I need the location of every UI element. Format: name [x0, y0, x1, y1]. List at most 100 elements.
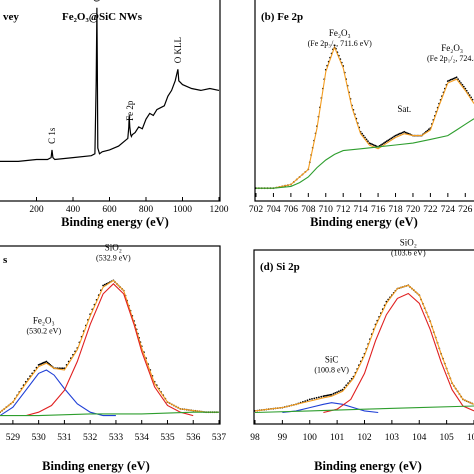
peak-label: O 1s: [92, 0, 102, 2]
series-layer: [0, 7, 220, 162]
x-tick-label: 535: [160, 433, 175, 443]
x-axis-title: Binding energy (eV): [42, 459, 150, 473]
data-point: [394, 134, 397, 137]
data-point: [339, 389, 342, 392]
peak-sublabel: (532.9 eV): [96, 253, 131, 262]
data-point: [371, 143, 374, 146]
peak-label: Fe 2p: [125, 100, 135, 121]
x-tick-label: 101: [330, 433, 345, 443]
data-point: [393, 135, 395, 138]
x-axis-title: Binding energy (eV): [310, 215, 418, 229]
data-point: [334, 392, 337, 394]
data-point: [103, 283, 106, 286]
data-point: [102, 284, 104, 287]
series-line-0: [0, 7, 220, 162]
x-tick-label: 102: [357, 433, 372, 443]
series-line-3: [25, 283, 194, 417]
data-point: [428, 128, 430, 131]
x-tick-label: 530: [32, 433, 47, 443]
panel-fe2p: (b) Fe 2p 702 704 706 708 710 712 714 716 718 720…: [249, 0, 474, 229]
data-point: [448, 79, 451, 82]
annotation-layer: SiC(100.8 eV) SiO₂(103.6 eV): [314, 237, 426, 374]
data-point: [399, 132, 401, 135]
data-point: [452, 77, 455, 80]
x-tick-label: 704: [266, 205, 281, 215]
data-point: [361, 132, 363, 135]
x-axis-title: Binding energy (eV): [61, 215, 169, 229]
series-line-4: [254, 405, 474, 414]
annotation-layer: Fe₂O₃(Fe 2p₃/₂, 711.6 eV)Sat.Fe₂O₃(Fe 2p…: [308, 28, 474, 114]
x-axis-title: Binding energy (eV): [314, 459, 422, 473]
x-tick-label: 104: [412, 433, 427, 443]
data-point: [45, 360, 48, 363]
plot-frame: [0, 245, 221, 425]
plot-frame: [253, 249, 474, 425]
data-point: [372, 144, 375, 146]
x-tick-label: 710: [319, 205, 334, 215]
data-point: [323, 395, 326, 397]
data-point: [449, 78, 452, 81]
x-tick-label: 708: [301, 205, 316, 215]
x-tick-label: 99: [278, 433, 288, 443]
data-point: [318, 396, 320, 399]
data-point: [385, 140, 388, 143]
series-line-1: [254, 284, 474, 412]
peak-label: Fe₂O₃: [33, 316, 55, 326]
series-line-1: [256, 45, 474, 189]
peak-sublabel: (Fe 2p₃/₂, 711.6 eV): [308, 39, 372, 48]
peak-label: SiC: [325, 355, 339, 365]
peak-label: Fe₂O₃: [441, 43, 463, 53]
data-point: [446, 80, 449, 82]
peak-label: SiO₂: [400, 237, 417, 247]
data-point: [61, 367, 64, 370]
data-points-series-0: [255, 44, 474, 190]
annotation-layer: C 1s O 1s Fe 2p O KLL: [47, 0, 183, 144]
data-point: [396, 134, 398, 136]
data-point: [404, 131, 407, 134]
data-point: [338, 390, 340, 393]
data-point: [311, 398, 313, 400]
x-tick-label: 726: [458, 205, 473, 215]
x-tick-label: 106: [467, 433, 474, 443]
x-tick-label: 534: [135, 433, 150, 443]
panel-survey: vey Fe₂O₃@SiC NWs 200 400 600 800 1000 1200 C…: [0, 0, 229, 229]
x-tick-label: 1000: [173, 205, 192, 215]
tick-layer: 702 704 706 708 710 712 714 716 718 720 722 724 726: [249, 193, 473, 215]
data-point: [306, 399, 309, 402]
x-tick-label: 536: [186, 433, 201, 443]
data-point: [383, 142, 385, 145]
x-tick-label: 103: [385, 433, 400, 443]
x-tick-label: 529: [6, 433, 21, 443]
peak-label: C 1s: [47, 127, 57, 144]
data-point: [388, 138, 391, 141]
series-line-2: [0, 369, 116, 417]
data-point: [400, 132, 403, 135]
x-tick-label: 800: [139, 205, 154, 215]
peak-label: O KLL: [173, 37, 183, 63]
x-tick-label: 718: [388, 205, 403, 215]
x-tick-label: 706: [284, 205, 299, 215]
data-point: [454, 77, 456, 79]
x-tick-label: 600: [102, 205, 117, 215]
data-point: [315, 396, 318, 399]
annotation-layer: Fe₂O₃(530.2 eV) SiO₂(532.9 eV): [26, 242, 131, 335]
series-line-2: [256, 118, 474, 189]
data-point: [451, 78, 454, 81]
data-points-series-0: [0, 279, 218, 414]
x-tick-label: 100: [303, 433, 318, 443]
x-tick-label: 532: [83, 433, 98, 443]
series-line-1: [0, 279, 219, 413]
data-point: [406, 132, 408, 135]
data-point: [384, 141, 387, 144]
x-tick-label: 712: [336, 205, 351, 215]
data-point: [381, 143, 384, 146]
data-point: [369, 142, 372, 145]
x-tick-label: 400: [66, 205, 81, 215]
data-point: [403, 130, 406, 133]
peak-sublabel: (100.8 eV): [314, 366, 349, 375]
peak-label: SiO₂: [105, 242, 122, 252]
series-layer: [0, 279, 219, 417]
x-tick-label: 716: [371, 205, 386, 215]
x-tick-label: 533: [109, 433, 124, 443]
